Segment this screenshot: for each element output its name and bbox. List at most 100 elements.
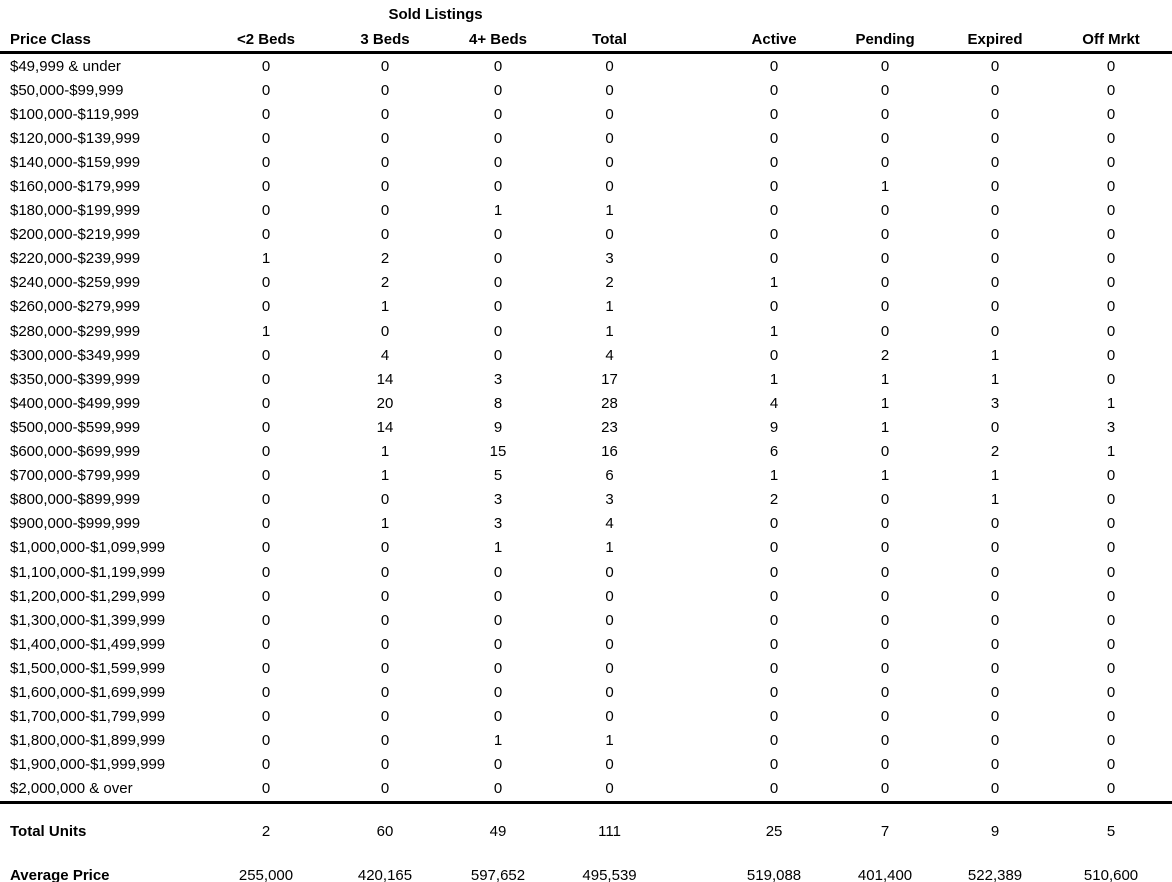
value-cell: 3 xyxy=(605,491,614,509)
value-cell: 0 xyxy=(769,153,779,171)
table-row: $180,000-$199,999 0 0 1 1 0 0 0 0 xyxy=(0,199,1172,223)
row-label: $1,300,000-$1,399,999 xyxy=(10,611,166,629)
row-label: $1,100,000-$1,199,999 xyxy=(10,563,166,581)
column-header: Expired xyxy=(940,28,1051,54)
value-cell: 0 xyxy=(769,683,779,701)
value-cell: 1 xyxy=(261,250,271,268)
column-gap xyxy=(666,488,718,512)
table-row: $160,000-$179,999 0 0 0 0 0 1 0 0 xyxy=(0,174,1172,198)
value-cell: 0 xyxy=(1106,467,1116,485)
value-cell: 0 xyxy=(880,81,890,99)
column-gap xyxy=(666,78,718,102)
value-cell: 0 xyxy=(990,81,1000,99)
value-cell: 0 xyxy=(990,539,1000,557)
value-cell: 0 xyxy=(261,635,271,653)
value-cell: 0 xyxy=(261,756,271,774)
value-cell: 0 xyxy=(880,491,890,509)
value-cell: 0 xyxy=(880,129,890,147)
value-cell: 0 xyxy=(880,105,890,123)
value-cell: 519,088 xyxy=(746,867,802,882)
column-gap xyxy=(666,271,718,295)
value-cell: 0 xyxy=(261,105,271,123)
value-cell: 0 xyxy=(380,202,390,220)
value-cell: 0 xyxy=(605,563,614,581)
value-cell: 0 xyxy=(380,587,390,605)
value-cell: 1 xyxy=(880,467,890,485)
value-cell: 0 xyxy=(493,659,503,677)
value-cell: 0 xyxy=(1106,298,1116,316)
value-cell: 0 xyxy=(380,539,390,557)
value-cell: 0 xyxy=(1106,129,1116,147)
value-cell: 1 xyxy=(605,732,614,750)
table-row: $350,000-$399,999 0 14 3 17 1 1 1 0 xyxy=(0,367,1172,391)
value-cell: 0 xyxy=(1106,683,1116,701)
value-cell: 0 xyxy=(493,708,503,726)
value-cell: 0 xyxy=(261,443,271,461)
value-cell: 420,165 xyxy=(357,867,413,882)
value-cell: 0 xyxy=(1106,153,1116,171)
value-cell: 0 xyxy=(990,274,1000,292)
row-label: $280,000-$299,999 xyxy=(10,322,141,340)
value-cell: 0 xyxy=(1106,539,1116,557)
row-label: $500,000-$599,999 xyxy=(10,418,141,436)
value-cell: 0 xyxy=(1106,346,1116,364)
value-cell: 0 xyxy=(380,322,390,340)
value-cell: 522,389 xyxy=(967,867,1023,882)
value-cell: 0 xyxy=(990,756,1000,774)
value-cell: 0 xyxy=(380,683,390,701)
value-cell: 0 xyxy=(261,587,271,605)
column-gap xyxy=(666,53,718,79)
value-cell: 1 xyxy=(880,178,890,196)
value-cell: 0 xyxy=(261,370,271,388)
value-cell: 0 xyxy=(1106,370,1116,388)
value-cell: 0 xyxy=(718,776,831,804)
value-cell: 0 xyxy=(880,659,890,677)
value-cell: 1 xyxy=(380,298,390,316)
table-row: $800,000-$899,999 0 0 3 3 2 0 1 0 xyxy=(0,488,1172,512)
value-cell: 2 xyxy=(261,823,271,841)
value-cell: 0 xyxy=(605,587,614,605)
value-cell: 0 xyxy=(605,105,614,123)
value-cell: 0 xyxy=(1106,659,1116,677)
column-gap xyxy=(666,126,718,150)
value-cell: 0 xyxy=(880,683,890,701)
value-cell: 0 xyxy=(880,298,890,316)
value-cell: 0 xyxy=(261,418,271,436)
value-cell: 3 xyxy=(605,250,614,268)
value-cell: 0 xyxy=(1106,81,1116,99)
value-cell: 0 xyxy=(990,202,1000,220)
value-cell: 60 xyxy=(376,823,394,841)
value-cell: 0 xyxy=(769,611,779,629)
value-cell: 0 xyxy=(261,226,271,244)
table-row: $50,000-$99,999 0 0 0 0 0 0 0 0 xyxy=(0,78,1172,102)
value-cell: 2 xyxy=(880,346,890,364)
value-cell: 17 xyxy=(601,370,618,388)
value-cell: 7 xyxy=(880,823,890,841)
value-cell: 0 xyxy=(769,539,779,557)
value-cell: 1 xyxy=(1106,394,1116,412)
table-row: $1,200,000-$1,299,999 0 0 0 0 0 0 0 0 xyxy=(0,584,1172,608)
column-gap xyxy=(666,295,718,319)
value-cell: 0 xyxy=(605,683,614,701)
value-cell: 1 xyxy=(380,467,390,485)
value-cell: 6 xyxy=(769,443,779,461)
value-cell: 0 xyxy=(380,756,390,774)
table-row: $2,000,000 & over 0 0 0 0 0 0 0 0 xyxy=(0,776,1172,804)
value-cell: 0 xyxy=(493,274,503,292)
value-cell: 1 xyxy=(990,346,1000,364)
value-cell: 0 xyxy=(380,153,390,171)
value-cell: 0 xyxy=(443,776,553,804)
value-cell: 1 xyxy=(493,539,503,557)
value-cell: 23 xyxy=(601,418,618,436)
value-cell: 1 xyxy=(990,491,1000,509)
value-cell: 0 xyxy=(769,515,779,533)
table-row: $1,700,000-$1,799,999 0 0 0 0 0 0 0 0 xyxy=(0,705,1172,729)
header-row: Price Class <2 Beds 3 Beds 4+ Beds Total Acti… xyxy=(0,28,1172,54)
value-cell: 3 xyxy=(493,515,503,533)
value-cell: 0 xyxy=(605,81,614,99)
value-cell: 0 xyxy=(1106,250,1116,268)
value-cell: 0 xyxy=(1106,563,1116,581)
value-cell: 0 xyxy=(880,226,890,244)
report-title: Sold Listings xyxy=(388,5,483,23)
value-cell: 49 xyxy=(489,823,507,841)
